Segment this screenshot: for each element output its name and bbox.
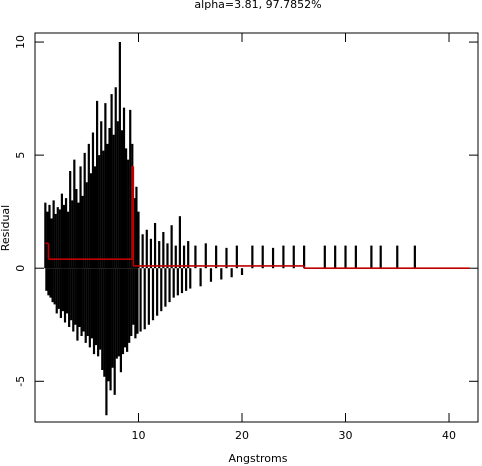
- y-tick-label: -5: [14, 376, 27, 387]
- x-tick-label: 10: [132, 429, 146, 442]
- x-tick-label: 20: [235, 429, 249, 442]
- x-tick-label: 30: [339, 429, 353, 442]
- plot-frame: [34, 32, 479, 423]
- y-tick-label: 0: [14, 265, 27, 272]
- chart-title: alpha=3.81, 97.7852%: [194, 0, 321, 11]
- x-tick-label: 40: [442, 429, 456, 442]
- y-tick-label: 10: [14, 35, 27, 49]
- y-axis-label: Residual: [0, 205, 12, 251]
- y-tick-label: 5: [14, 152, 27, 159]
- x-axis-label: Angstroms: [229, 452, 288, 465]
